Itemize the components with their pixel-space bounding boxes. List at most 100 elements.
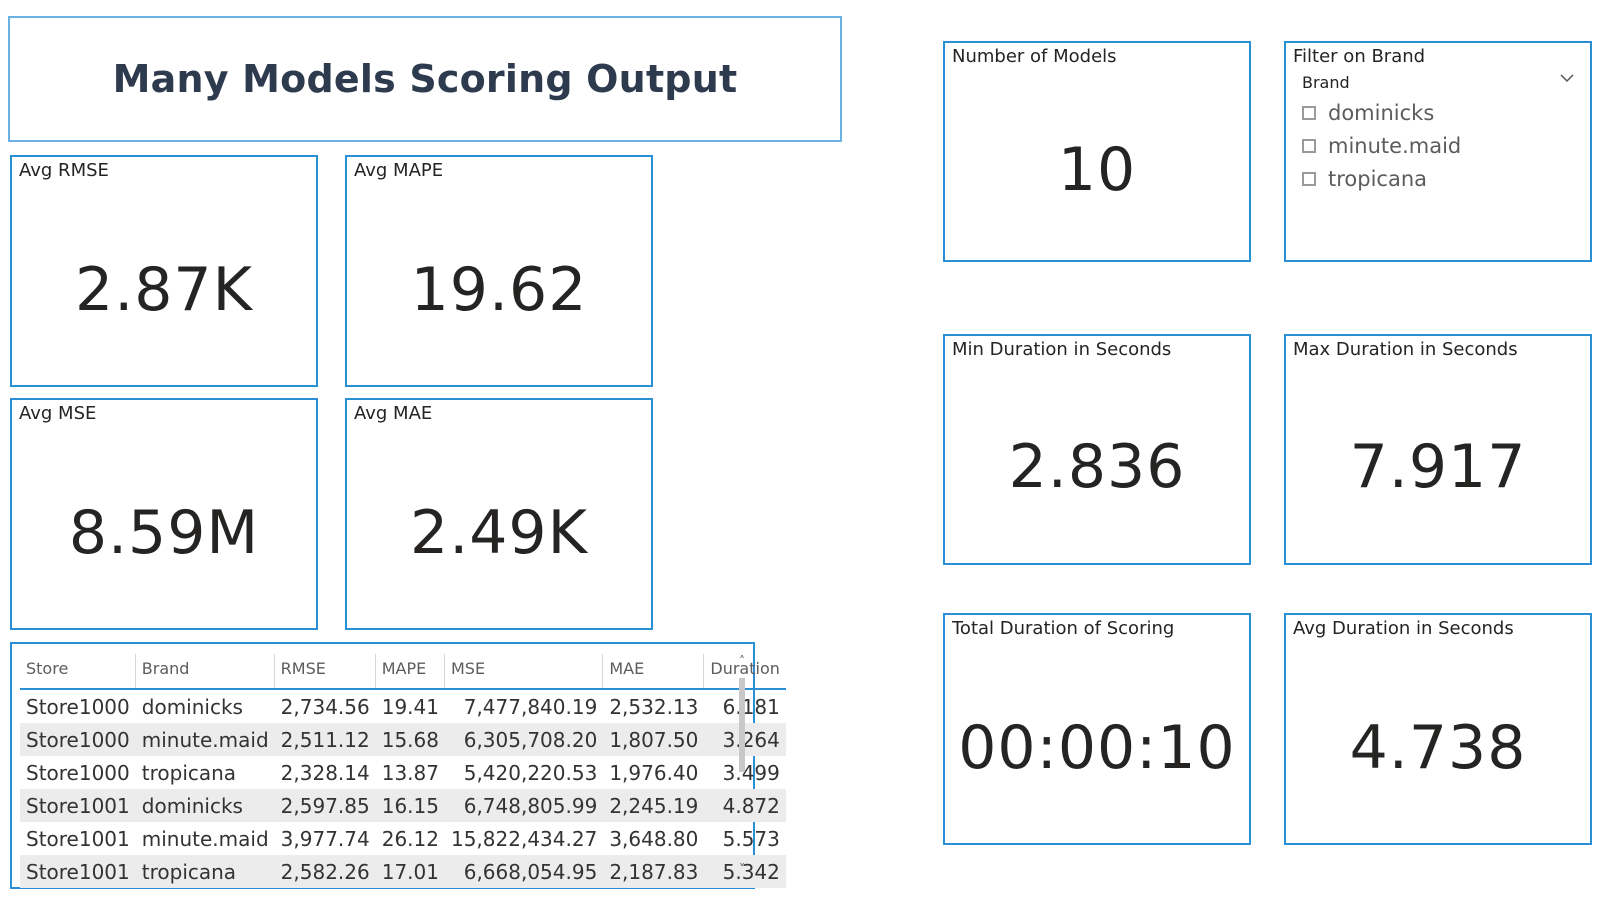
chevron-down-icon[interactable]: [1560, 71, 1574, 85]
cell-mape: 13.87: [381, 760, 439, 785]
min-duration-value: 2.836: [1008, 432, 1186, 502]
cell-store: Store1000: [20, 723, 136, 756]
avg-mae-card[interactable]: Avg MAE 2.49K: [345, 398, 653, 630]
column-header-mape[interactable]: MAPE: [375, 648, 445, 690]
cell-mse: 6,305,708.20: [444, 723, 604, 756]
scrollbar-thumb[interactable]: [739, 678, 745, 772]
slicer-option-label: tropicana: [1328, 167, 1428, 191]
max-duration-value: 7.917: [1349, 432, 1527, 502]
table-row[interactable]: Store1000 tropicana 2,328.14 13.87 5,420…: [20, 756, 786, 789]
column-header-mae[interactable]: MAE: [603, 648, 705, 690]
checkbox-icon[interactable]: [1302, 172, 1316, 186]
cell-mae: 1,807.50: [603, 723, 705, 756]
cell-mae: 1,976.40: [609, 760, 699, 785]
cell-store: Store1000: [26, 694, 130, 719]
column-header-store[interactable]: Store: [20, 648, 136, 690]
cell-store: Store1001: [20, 789, 136, 822]
slicer-header[interactable]: Brand: [1302, 73, 1574, 95]
cell-mse: 5,420,220.53: [463, 760, 598, 785]
brand-slicer[interactable]: Filter on Brand Brand dominicks minute.m…: [1284, 41, 1592, 262]
slicer-option-dominicks[interactable]: dominicks: [1302, 101, 1434, 125]
cell-brand: dominicks: [135, 789, 275, 822]
avg-rmse-value: 2.87K: [75, 255, 253, 325]
table-row[interactable]: Store1001 dominicks 2,597.85 16.15 6,748…: [20, 789, 786, 822]
total-duration-value: 00:00:10: [958, 713, 1236, 783]
cell-rmse: 2,582.26: [274, 855, 376, 888]
slicer-option-tropicana[interactable]: tropicana: [1302, 167, 1427, 191]
avg-mape-card[interactable]: Avg MAPE 19.62: [345, 155, 653, 387]
table-row[interactable]: Store1000 minute.maid 2,511.12 15.68 6,3…: [20, 723, 786, 756]
column-header-brand[interactable]: Brand: [135, 648, 275, 690]
cell-mape: 19.41: [381, 694, 439, 719]
number-of-models-value: 10: [1057, 135, 1137, 205]
table-header-row: Store Brand RMSE MAPE MSE MAE Duration: [20, 648, 786, 690]
cell-brand: dominicks: [141, 694, 243, 719]
number-of-models-card[interactable]: Number of Models 10: [943, 41, 1251, 262]
slicer-label: Filter on Brand: [1293, 46, 1426, 67]
avg-rmse-card[interactable]: Avg RMSE 2.87K: [10, 155, 318, 387]
slicer-header-label: Brand: [1302, 73, 1350, 92]
cell-mape: 26.12: [381, 826, 439, 851]
scoring-table[interactable]: Store Brand RMSE MAPE MSE MAE Duration S…: [10, 642, 786, 889]
cell-mape: 15.68: [375, 723, 445, 756]
slicer-option-minute-maid[interactable]: minute.maid: [1302, 134, 1461, 158]
column-header-rmse[interactable]: RMSE: [274, 648, 376, 690]
cell-mae: 2,187.83: [603, 855, 705, 888]
total-duration-label: Total Duration of Scoring: [952, 618, 1175, 639]
cell-store: Store1001: [26, 826, 130, 851]
cell-mse: 15,822,434.27: [450, 826, 598, 851]
min-duration-card[interactable]: Min Duration in Seconds 2.836: [943, 334, 1251, 565]
cell-rmse: 2,597.85: [274, 789, 376, 822]
cell-brand: tropicana: [141, 760, 237, 785]
cell-duration: 4.872: [704, 789, 786, 822]
cell-rmse: 2,734.56: [280, 694, 370, 719]
avg-mae-label: Avg MAE: [354, 403, 433, 424]
min-duration-label: Min Duration in Seconds: [952, 339, 1172, 360]
avg-duration-label: Avg Duration in Seconds: [1293, 618, 1514, 639]
scoring-table-grid: Store Brand RMSE MAPE MSE MAE Duration S…: [20, 648, 786, 888]
cell-rmse: 2,511.12: [274, 723, 376, 756]
cell-duration: 5.342: [704, 855, 786, 888]
scroll-up-icon[interactable]: ˄: [739, 654, 745, 668]
cell-rmse: 3,977.74: [280, 826, 370, 851]
cell-store: Store1001: [20, 855, 136, 888]
avg-mse-label: Avg MSE: [19, 403, 97, 424]
column-header-mse[interactable]: MSE: [444, 648, 604, 690]
report-title-box: Many Models Scoring Output: [8, 16, 842, 142]
table-row[interactable]: Store1001 minute.maid 3,977.74 26.12 15,…: [20, 822, 786, 855]
cell-brand: minute.maid: [135, 723, 275, 756]
cell-mape: 17.01: [375, 855, 445, 888]
column-header-duration[interactable]: Duration: [704, 648, 786, 690]
avg-mape-label: Avg MAPE: [354, 160, 444, 181]
avg-duration-card[interactable]: Avg Duration in Seconds 4.738: [1284, 613, 1592, 845]
avg-mse-card[interactable]: Avg MSE 8.59M: [10, 398, 318, 630]
slicer-option-label: dominicks: [1328, 101, 1435, 125]
scroll-down-icon[interactable]: ˅: [739, 862, 745, 876]
avg-duration-value: 4.738: [1349, 713, 1527, 783]
cell-mae: 3,648.80: [609, 826, 699, 851]
cell-mse: 6,668,054.95: [444, 855, 604, 888]
table-row[interactable]: Store1000 dominicks 2,734.56 19.41 7,477…: [20, 689, 786, 723]
slicer-option-label: minute.maid: [1328, 134, 1462, 158]
checkbox-icon[interactable]: [1302, 106, 1316, 120]
max-duration-label: Max Duration in Seconds: [1293, 339, 1518, 360]
report-title: Many Models Scoring Output: [112, 57, 738, 101]
cell-duration: 6.181: [722, 694, 780, 719]
cell-duration: 5.573: [722, 826, 780, 851]
avg-mape-value: 19.62: [410, 255, 588, 325]
max-duration-card[interactable]: Max Duration in Seconds 7.917: [1284, 334, 1592, 565]
cell-mse: 7,477,840.19: [463, 694, 598, 719]
cell-mse: 6,748,805.99: [444, 789, 604, 822]
avg-mae-value: 2.49K: [410, 498, 588, 568]
cell-mape: 16.15: [375, 789, 445, 822]
cell-rmse: 2,328.14: [280, 760, 370, 785]
cell-brand: minute.maid: [141, 826, 269, 851]
cell-duration: 3.264: [704, 723, 786, 756]
total-duration-card[interactable]: Total Duration of Scoring 00:00:10: [943, 613, 1251, 845]
checkbox-icon[interactable]: [1302, 139, 1316, 153]
avg-rmse-label: Avg RMSE: [19, 160, 109, 181]
cell-mae: 2,532.13: [609, 694, 699, 719]
table-scrollbar[interactable]: ˄ ˅: [735, 648, 749, 886]
table-row[interactable]: Store1001 tropicana 2,582.26 17.01 6,668…: [20, 855, 786, 888]
cell-duration: 3.499: [722, 760, 780, 785]
